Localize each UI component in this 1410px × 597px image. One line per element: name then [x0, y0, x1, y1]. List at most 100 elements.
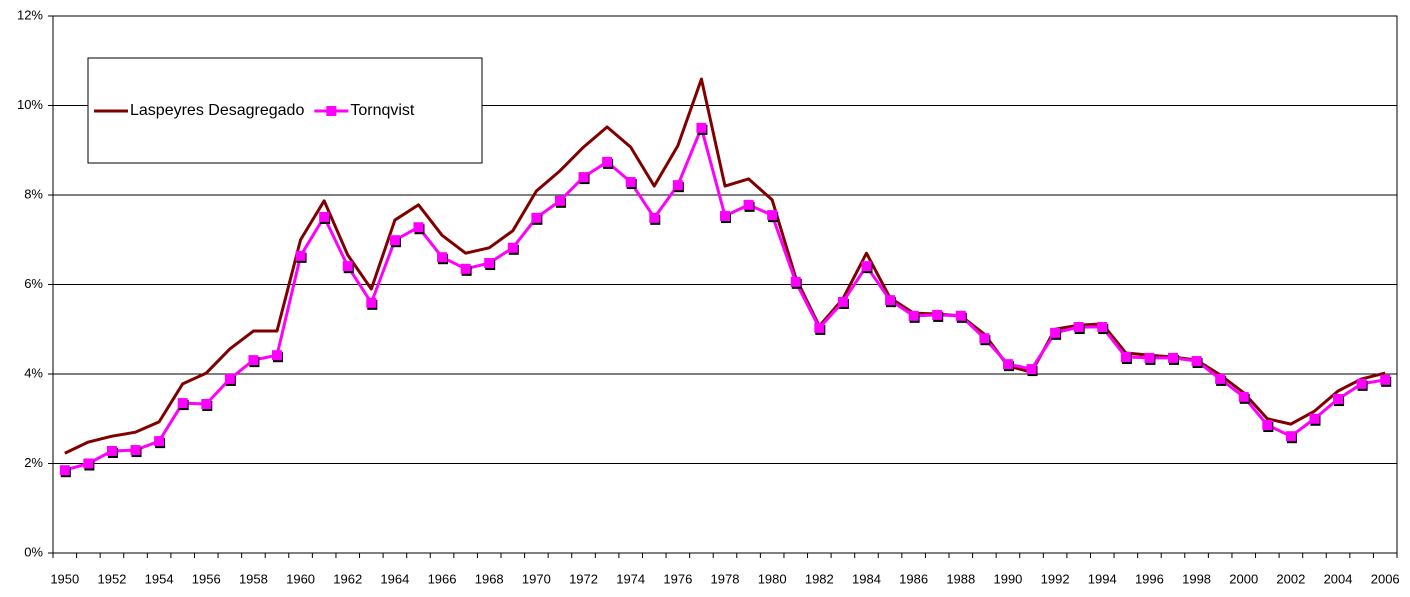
marker: [578, 172, 590, 185]
x-tick-label: 1976: [663, 571, 692, 586]
marker: [814, 322, 826, 335]
marker: [1191, 356, 1203, 369]
x-tick-label: 1988: [946, 571, 975, 586]
marker-square: [1144, 352, 1155, 363]
plot-frame: [52, 15, 1398, 554]
x-tick-label: 1964: [380, 571, 409, 586]
marker: [389, 235, 401, 248]
y-tick-label: 4%: [24, 365, 43, 380]
marker: [507, 242, 519, 255]
marker: [437, 252, 449, 265]
marker-square: [1073, 322, 1084, 333]
marker-square: [837, 296, 848, 307]
x-tick-label: 1974: [616, 571, 645, 586]
marker: [1285, 431, 1297, 444]
marker: [1238, 391, 1250, 404]
marker-square: [389, 235, 400, 246]
marker: [1262, 420, 1274, 433]
marker-square: [790, 276, 801, 287]
marker: [790, 276, 802, 289]
marker: [484, 258, 496, 271]
y-tick-label: 8%: [24, 186, 43, 201]
marker-square: [578, 172, 589, 183]
marker-square: [767, 210, 778, 221]
x-tick-label: 1978: [711, 571, 740, 586]
marker-square: [743, 199, 754, 210]
x-tick-label: 1968: [475, 571, 504, 586]
marker-square: [413, 222, 424, 233]
marker-square: [1215, 373, 1226, 384]
marker: [59, 465, 71, 478]
x-tick-label: 2000: [1229, 571, 1258, 586]
marker: [885, 295, 897, 308]
marker: [1120, 351, 1132, 364]
x-tick-label: 1970: [522, 571, 551, 586]
marker-square: [1050, 327, 1061, 338]
legend-text: Tornqvist: [350, 102, 415, 119]
marker: [531, 212, 543, 225]
marker-square: [1097, 322, 1108, 333]
marker-square: [649, 212, 660, 223]
x-tick-label: 1986: [899, 571, 928, 586]
marker-square: [1191, 356, 1202, 367]
marker: [248, 355, 260, 368]
marker: [224, 373, 236, 386]
marker-square: [814, 322, 825, 333]
marker-square: [531, 212, 542, 223]
marker: [861, 261, 873, 274]
x-tick-label: 1952: [97, 571, 126, 586]
marker: [932, 309, 944, 322]
marker-square: [366, 297, 377, 308]
marker: [908, 310, 920, 323]
marker-square: [1238, 391, 1249, 402]
marker: [295, 250, 307, 263]
marker: [460, 263, 472, 276]
marker: [1168, 352, 1179, 365]
marker-square: [177, 398, 188, 409]
marker: [672, 180, 684, 193]
x-tick-label: 1954: [145, 571, 174, 586]
legend-text: Laspeyres Desagregado: [130, 102, 304, 119]
marker: [154, 436, 166, 449]
marker: [837, 296, 849, 309]
marker-square: [696, 122, 707, 133]
marker-square: [861, 261, 872, 272]
marker: [201, 398, 213, 411]
marker: [696, 122, 708, 135]
x-tick-label: 2002: [1276, 571, 1305, 586]
x-tick-label: 1960: [286, 571, 315, 586]
marker-square: [1120, 351, 1131, 362]
y-tick-label: 6%: [24, 276, 43, 291]
marker: [1050, 327, 1062, 340]
marker-square: [460, 263, 471, 274]
marker-square: [224, 373, 235, 384]
y-tick-label: 12%: [17, 7, 43, 22]
marker: [106, 445, 118, 458]
marker-square: [106, 445, 117, 456]
x-tick-label: 1994: [1088, 571, 1117, 586]
marker-square: [1356, 378, 1367, 389]
marker-square: [955, 310, 966, 321]
marker: [649, 212, 661, 225]
marker-square: [1285, 431, 1296, 442]
x-tick-label: 1966: [428, 571, 457, 586]
marker: [554, 195, 566, 208]
x-tick-label: 1972: [569, 571, 598, 586]
y-tick-label: 10%: [17, 97, 43, 112]
marker-square: [59, 465, 70, 476]
x-tick-label: 1984: [852, 571, 881, 586]
y-tick-label: 0%: [24, 544, 43, 559]
x-tick-label: 1998: [1182, 571, 1211, 586]
marker-square: [1262, 420, 1273, 431]
marker-square: [1002, 359, 1013, 370]
marker: [1097, 322, 1109, 335]
marker-square: [1168, 352, 1178, 363]
marker: [272, 350, 283, 363]
marker: [720, 211, 731, 224]
marker-square: [248, 355, 259, 366]
x-tick-label: 1958: [239, 571, 268, 586]
marker-square: [342, 261, 353, 272]
marker-square: [979, 333, 990, 344]
x-tick-label: 1962: [333, 571, 362, 586]
